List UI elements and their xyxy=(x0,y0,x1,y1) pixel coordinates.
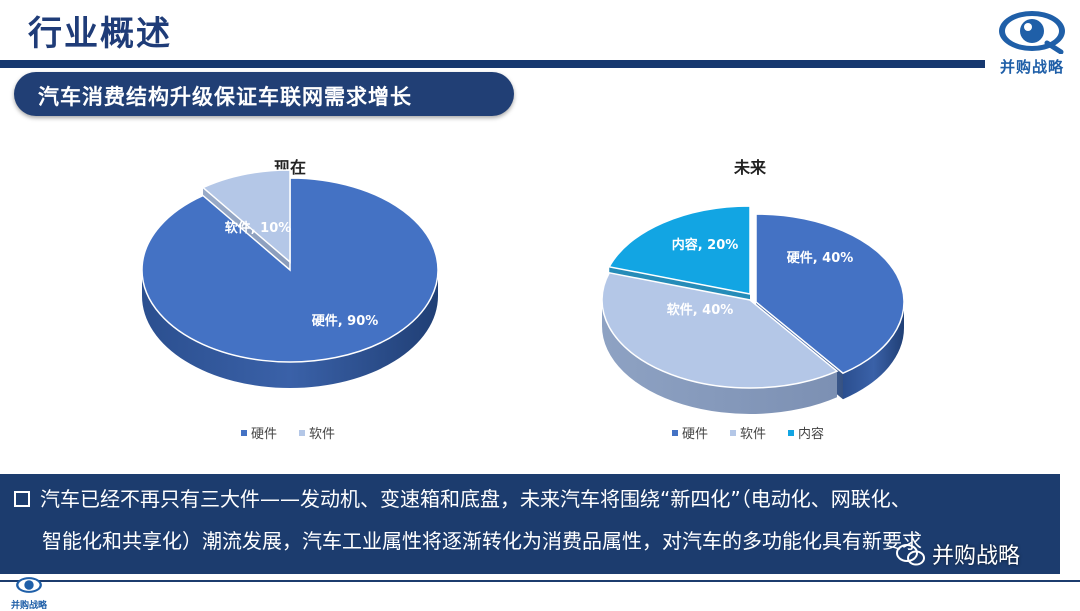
legend-swatch xyxy=(788,430,794,436)
legend-label: 硬件 xyxy=(251,427,277,442)
legend-swatch xyxy=(299,430,305,436)
pie-slice-硬件 xyxy=(141,177,439,363)
data-label: 软件, 10% xyxy=(225,220,292,236)
pie-slice-软件 xyxy=(601,271,839,389)
data-label: 内容, 20% xyxy=(672,237,739,253)
data-label: 软件, 40% xyxy=(667,302,734,318)
watermark-text: 并购战略 xyxy=(932,544,1021,569)
legend-swatch xyxy=(672,430,678,436)
brand-logo: 并购战略 xyxy=(990,8,1074,80)
legend-label: 硬件 xyxy=(682,427,708,442)
legend-swatch xyxy=(241,430,247,436)
legend-label: 软件 xyxy=(740,427,766,442)
title-divider xyxy=(0,60,985,68)
pie-slice-软件 xyxy=(201,169,291,264)
wechat-icon xyxy=(896,544,925,566)
footer-logo-text: 并购战略 xyxy=(10,601,47,611)
footer-eye-icon xyxy=(16,577,42,593)
pie-slice-side xyxy=(602,300,837,414)
chart-title: 未来 xyxy=(733,158,767,177)
legend-label: 软件 xyxy=(309,427,335,442)
summary-box xyxy=(0,474,1060,574)
subtitle-banner: 汽车消费结构升级保证车联网需求增长 xyxy=(14,72,514,116)
legend-label: 内容 xyxy=(798,426,824,442)
data-label: 硬件, 90% xyxy=(312,313,379,329)
legend-swatch xyxy=(730,430,736,436)
summary-text: 汽车已经不再只有三大件——发动机、变速箱和底盘，未来汽车将围绕“新四化”（电动化… xyxy=(14,478,1054,562)
pie-slice-side xyxy=(142,270,438,388)
summary-line-1: 汽车已经不再只有三大件——发动机、变速箱和底盘，未来汽车将围绕“新四化”（电动化… xyxy=(40,487,911,511)
logo-text: 并购战略 xyxy=(999,58,1064,76)
data-label: 硬件, 40% xyxy=(787,250,854,266)
page-title: 行业概述 xyxy=(28,14,172,54)
pie-slice-内容 xyxy=(608,205,751,295)
summary-line-2: 智能化和共享化）潮流发展，汽车工业属性将逐渐转化为消费品属性，对汽车的多功能化具… xyxy=(42,529,922,553)
eye-icon xyxy=(999,11,1065,54)
subtitle-text: 汽车消费结构升级保证车联网需求增长 xyxy=(38,85,412,109)
pie-slice-side xyxy=(842,302,904,400)
footer-logo: 并购战略 xyxy=(6,576,52,611)
bullet-checkbox-icon xyxy=(14,491,30,507)
watermark: 并购战略 xyxy=(896,538,1020,570)
pie-slice-硬件 xyxy=(755,213,905,375)
footer-divider xyxy=(0,580,1080,582)
